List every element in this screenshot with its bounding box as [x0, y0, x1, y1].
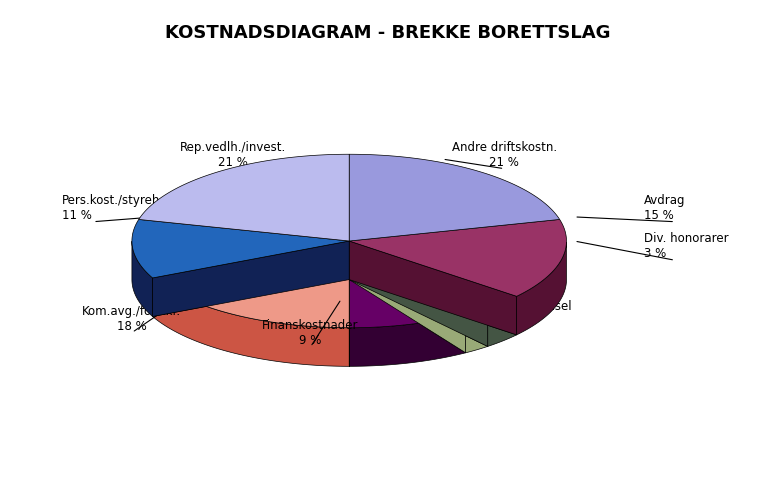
- Polygon shape: [132, 241, 153, 317]
- Polygon shape: [349, 241, 487, 347]
- Polygon shape: [349, 154, 559, 241]
- Polygon shape: [487, 296, 517, 347]
- Polygon shape: [349, 241, 487, 314]
- Polygon shape: [349, 241, 487, 347]
- Polygon shape: [349, 241, 517, 335]
- Polygon shape: [153, 241, 349, 317]
- Polygon shape: [132, 219, 349, 278]
- Polygon shape: [153, 278, 349, 366]
- Polygon shape: [466, 308, 487, 353]
- Polygon shape: [349, 241, 466, 328]
- Text: Div. honorarer
3 %: Div. honorarer 3 %: [644, 232, 729, 260]
- Text: Rep.vedlh./invest.
21 %: Rep.vedlh./invest. 21 %: [180, 141, 286, 169]
- Polygon shape: [153, 241, 349, 317]
- Polygon shape: [349, 241, 466, 353]
- Polygon shape: [349, 241, 466, 353]
- Text: Energi og brensel
2 %: Energi og brensel 2 %: [468, 300, 572, 328]
- Polygon shape: [153, 241, 349, 328]
- Text: KOSTNADSDIAGRAM - BREKKE BORETTSLAG: KOSTNADSDIAGRAM - BREKKE BORETTSLAG: [165, 24, 611, 42]
- Text: Kom.avg./forsikr.
18 %: Kom.avg./forsikr. 18 %: [82, 305, 182, 333]
- Polygon shape: [349, 219, 566, 296]
- Text: Finanskostnader
9 %: Finanskostnader 9 %: [262, 319, 359, 347]
- Text: Pers.kost./styreh.
11 %: Pers.kost./styreh. 11 %: [62, 194, 165, 222]
- Polygon shape: [139, 154, 349, 241]
- Polygon shape: [517, 242, 566, 335]
- Polygon shape: [349, 241, 517, 308]
- Polygon shape: [349, 241, 517, 335]
- Text: Avdrag
15 %: Avdrag 15 %: [644, 194, 685, 222]
- Text: Andre driftskostn.
21 %: Andre driftskostn. 21 %: [452, 141, 557, 169]
- Polygon shape: [349, 314, 466, 366]
